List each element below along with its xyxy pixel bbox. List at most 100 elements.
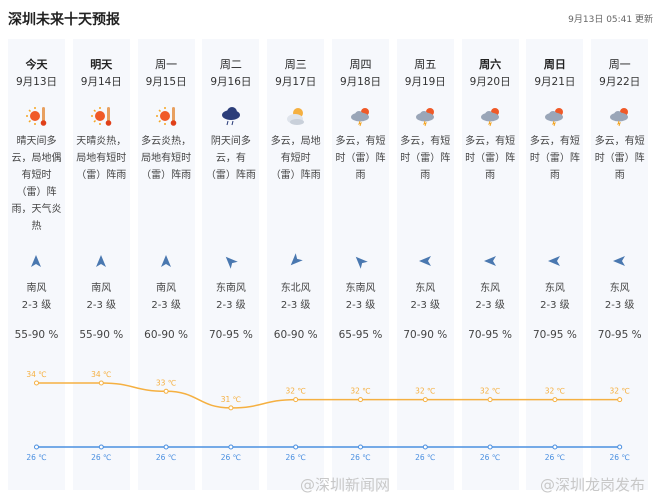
low-temp-label: 26 ℃: [610, 453, 630, 462]
low-temp-label: 26 ℃: [286, 453, 306, 462]
humidity: 70-95 %: [468, 329, 512, 341]
wind-arrow-icon: [483, 253, 497, 267]
high-temp-point: [552, 397, 558, 403]
wind-direction: 东风: [415, 283, 436, 294]
date: 9月16日: [210, 76, 252, 88]
weekday: 周三: [284, 58, 307, 71]
low-temp-point: [358, 444, 363, 450]
high-temp-line: [36, 382, 620, 409]
humidity: 70-90 %: [403, 329, 448, 341]
wind-level: 2-3 级: [86, 300, 117, 311]
low-temp-label: 26 ℃: [545, 453, 565, 462]
high-temp-label: 32 ℃: [350, 387, 370, 396]
low-temp-label: 26 ℃: [156, 453, 176, 462]
date: 9月22日: [599, 76, 641, 88]
weekday: 周一: [155, 58, 178, 71]
high-temp-label: 33 ℃: [156, 378, 176, 387]
humidity: 70-95 %: [532, 329, 577, 341]
high-temp-label: 31 ℃: [221, 395, 241, 404]
update-time: 9月13日 05:41 更新: [568, 15, 653, 25]
weather-description: 多云，局地有短时（雷）阵雨: [270, 136, 321, 181]
sunny-hot-icon: [26, 105, 48, 127]
wind-arrow-icon: [159, 253, 173, 267]
wind-direction: 东风: [609, 283, 630, 294]
low-temp-label: 26 ℃: [480, 453, 500, 462]
wind-arrow-icon: [223, 253, 239, 269]
high-temp-point: [98, 380, 104, 386]
humidity: 70-95 %: [208, 329, 253, 341]
wind-direction: 东南风: [345, 283, 376, 294]
wind-direction: 南风: [156, 283, 177, 294]
day-column: 周一 9月22日 多云，有短时（雷）阵雨 东风 2-3 级 70-95 %: [591, 39, 649, 490]
watermark: @深圳新闻网: [300, 476, 391, 494]
low-temp-point: [163, 444, 169, 450]
date: 9月14日: [80, 76, 122, 88]
watermark: @深圳龙岗发布: [540, 476, 646, 494]
low-temp-label: 26 ℃: [26, 453, 46, 462]
weekday: 周四: [349, 58, 372, 71]
high-temp-label: 32 ℃: [610, 387, 630, 396]
weekday: 周一: [608, 58, 631, 71]
high-temp-point: [163, 388, 169, 394]
weather-description: 多云，有短时（雷）阵雨: [529, 136, 580, 181]
humidity: 60-90 %: [273, 329, 318, 341]
high-temp-point: [228, 405, 234, 411]
day-column: 周日 9月21日 多云，有短时（雷）阵雨 东风 2-3 级 70-95 %: [526, 39, 584, 490]
weather-description: 多云，有短时（雷）阵雨: [335, 136, 386, 181]
low-temp-label: 26 ℃: [350, 453, 370, 462]
page-title: 深圳未来十天预报: [8, 12, 120, 28]
wind-level: 2-3 级: [216, 300, 246, 311]
wind-level: 2-3 级: [21, 300, 52, 311]
low-temp-point: [34, 444, 39, 450]
high-temp-label: 32 ℃: [545, 387, 565, 396]
weather-description: 晴天间多云，局地偶有短时（雷）阵雨，天气炎热: [11, 136, 62, 232]
weekday: 周日: [543, 58, 566, 71]
date: 9月18日: [339, 76, 382, 88]
humidity: 60-90 %: [144, 329, 188, 341]
wind-direction: 东北风: [280, 283, 311, 294]
thunder-shower-icon: [415, 105, 437, 127]
low-temp-point: [617, 444, 623, 450]
weather-description: 天晴炎热，局地有短时（雷）阵雨: [76, 136, 127, 181]
wind-arrow-icon: [29, 253, 43, 267]
wind-arrow-icon: [353, 253, 368, 269]
low-temp-point: [228, 444, 234, 450]
low-temp-point: [487, 444, 493, 450]
day-column: 周四 9月18日 多云，有短时（雷）阵雨 东南风 2-3 级 65-95 %: [332, 39, 389, 490]
wind-arrow-icon: [288, 253, 303, 267]
date: 9月17日: [275, 76, 317, 88]
thunder-shower-icon: [480, 105, 502, 127]
date: 9月13日: [15, 76, 58, 88]
high-temp-point: [487, 397, 493, 403]
wind-arrow-icon: [418, 253, 432, 267]
weekday: 明天: [90, 58, 113, 71]
date: 9月20日: [469, 76, 511, 88]
high-temp-label: 34 ℃: [26, 370, 46, 379]
wind-arrow-icon: [547, 253, 561, 267]
weather-description: 多云，有短时（雷）阵雨: [465, 136, 516, 181]
day-column: 明天 9月14日 天晴炎热，局地有短时（雷）阵雨 南风 2-3 级 55-90 …: [72, 39, 130, 490]
humidity: 65-95 %: [338, 329, 383, 341]
sunny-hot-icon: [155, 105, 178, 127]
weather-description: 多云，有短时（雷）阵雨: [594, 136, 645, 181]
wind-arrow-icon: [94, 253, 108, 267]
high-temp-label: 32 ℃: [480, 387, 500, 396]
humidity: 55-90 %: [79, 329, 124, 341]
wind-direction: 东风: [480, 283, 501, 294]
day-column: 周二 9月16日 阴天间多云，有（雷）阵雨 东南风 2-3 级 70-95 %: [202, 39, 260, 490]
day-column: 周三 9月17日 多云，局地有短时（雷）阵雨 东北风 2-3 级 60-90 %: [267, 39, 325, 490]
low-temp-label: 26 ℃: [415, 453, 435, 462]
low-temp-point: [552, 444, 558, 450]
wind-level: 2-3 级: [604, 300, 635, 311]
date: 9月15日: [145, 76, 187, 88]
high-temp-point: [358, 397, 363, 403]
wind-direction: 东风: [544, 283, 565, 294]
weather-description: 阴天间多云，有（雷）阵雨: [205, 136, 256, 181]
wind-level: 2-3 级: [280, 300, 311, 311]
high-temp-point: [34, 380, 39, 386]
high-temp-point: [422, 397, 428, 403]
low-temp-label: 26 ℃: [91, 453, 111, 462]
high-temp-label: 32 ℃: [286, 387, 306, 396]
wind-direction: 南风: [91, 283, 112, 294]
